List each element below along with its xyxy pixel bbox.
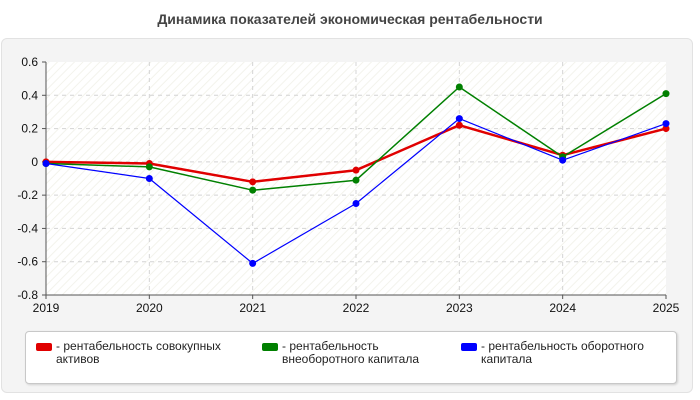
data-point-series-3 xyxy=(42,160,50,168)
legend-label-series-3: рентабельность оборотного капитала xyxy=(481,340,676,366)
data-point-series-3 xyxy=(455,115,463,123)
y-tick-label: -0.2 xyxy=(17,188,38,202)
legend-swatch-series-2 xyxy=(262,343,278,351)
chart-title: Динамика показателей экономическая рента… xyxy=(157,11,543,27)
y-tick-label: 0.2 xyxy=(21,122,38,136)
data-point-series-1 xyxy=(662,125,670,133)
data-point-series-2 xyxy=(249,186,257,194)
x-tick-label: 2025 xyxy=(653,301,680,315)
y-tick-label: 0.4 xyxy=(21,88,38,102)
data-point-series-2 xyxy=(455,83,463,91)
y-tick-label: -0.4 xyxy=(17,221,38,235)
legend-label-series-1: рентабельность совокупных активов xyxy=(56,340,251,366)
legend: рентабельность совокупных активов рентаб… xyxy=(25,331,677,384)
y-tick-label: 0.6 xyxy=(21,55,38,69)
x-tick-label: 2021 xyxy=(239,301,266,315)
x-tick-label: 2023 xyxy=(446,301,473,315)
data-point-series-2 xyxy=(145,163,153,171)
data-point-series-3 xyxy=(145,175,153,182)
series-lines xyxy=(42,83,670,267)
legend-swatch-series-3 xyxy=(461,343,477,351)
x-tick-label: 2022 xyxy=(343,301,370,315)
data-point-series-3 xyxy=(559,156,567,164)
y-tick-label: -0.8 xyxy=(17,288,38,302)
data-point-series-3 xyxy=(662,120,670,128)
data-point-series-2 xyxy=(352,176,360,184)
x-tick-label: 2020 xyxy=(136,301,163,315)
x-tick-label: 2019 xyxy=(33,301,60,315)
data-point-series-2 xyxy=(662,90,670,98)
gridlines xyxy=(46,62,666,295)
legend-label-series-2: рентабельность внеоборотного капитала xyxy=(282,340,442,366)
data-point-series-3 xyxy=(352,199,360,207)
data-point-series-3 xyxy=(249,259,257,267)
data-point-series-1 xyxy=(455,121,463,129)
legend-swatch-series-1 xyxy=(36,343,52,351)
data-point-series-1 xyxy=(352,166,360,174)
y-tick-label: 0 xyxy=(31,155,38,169)
data-point-series-1 xyxy=(249,178,257,186)
y-tick-label: -0.6 xyxy=(17,255,38,269)
x-tick-label: 2024 xyxy=(549,301,576,315)
